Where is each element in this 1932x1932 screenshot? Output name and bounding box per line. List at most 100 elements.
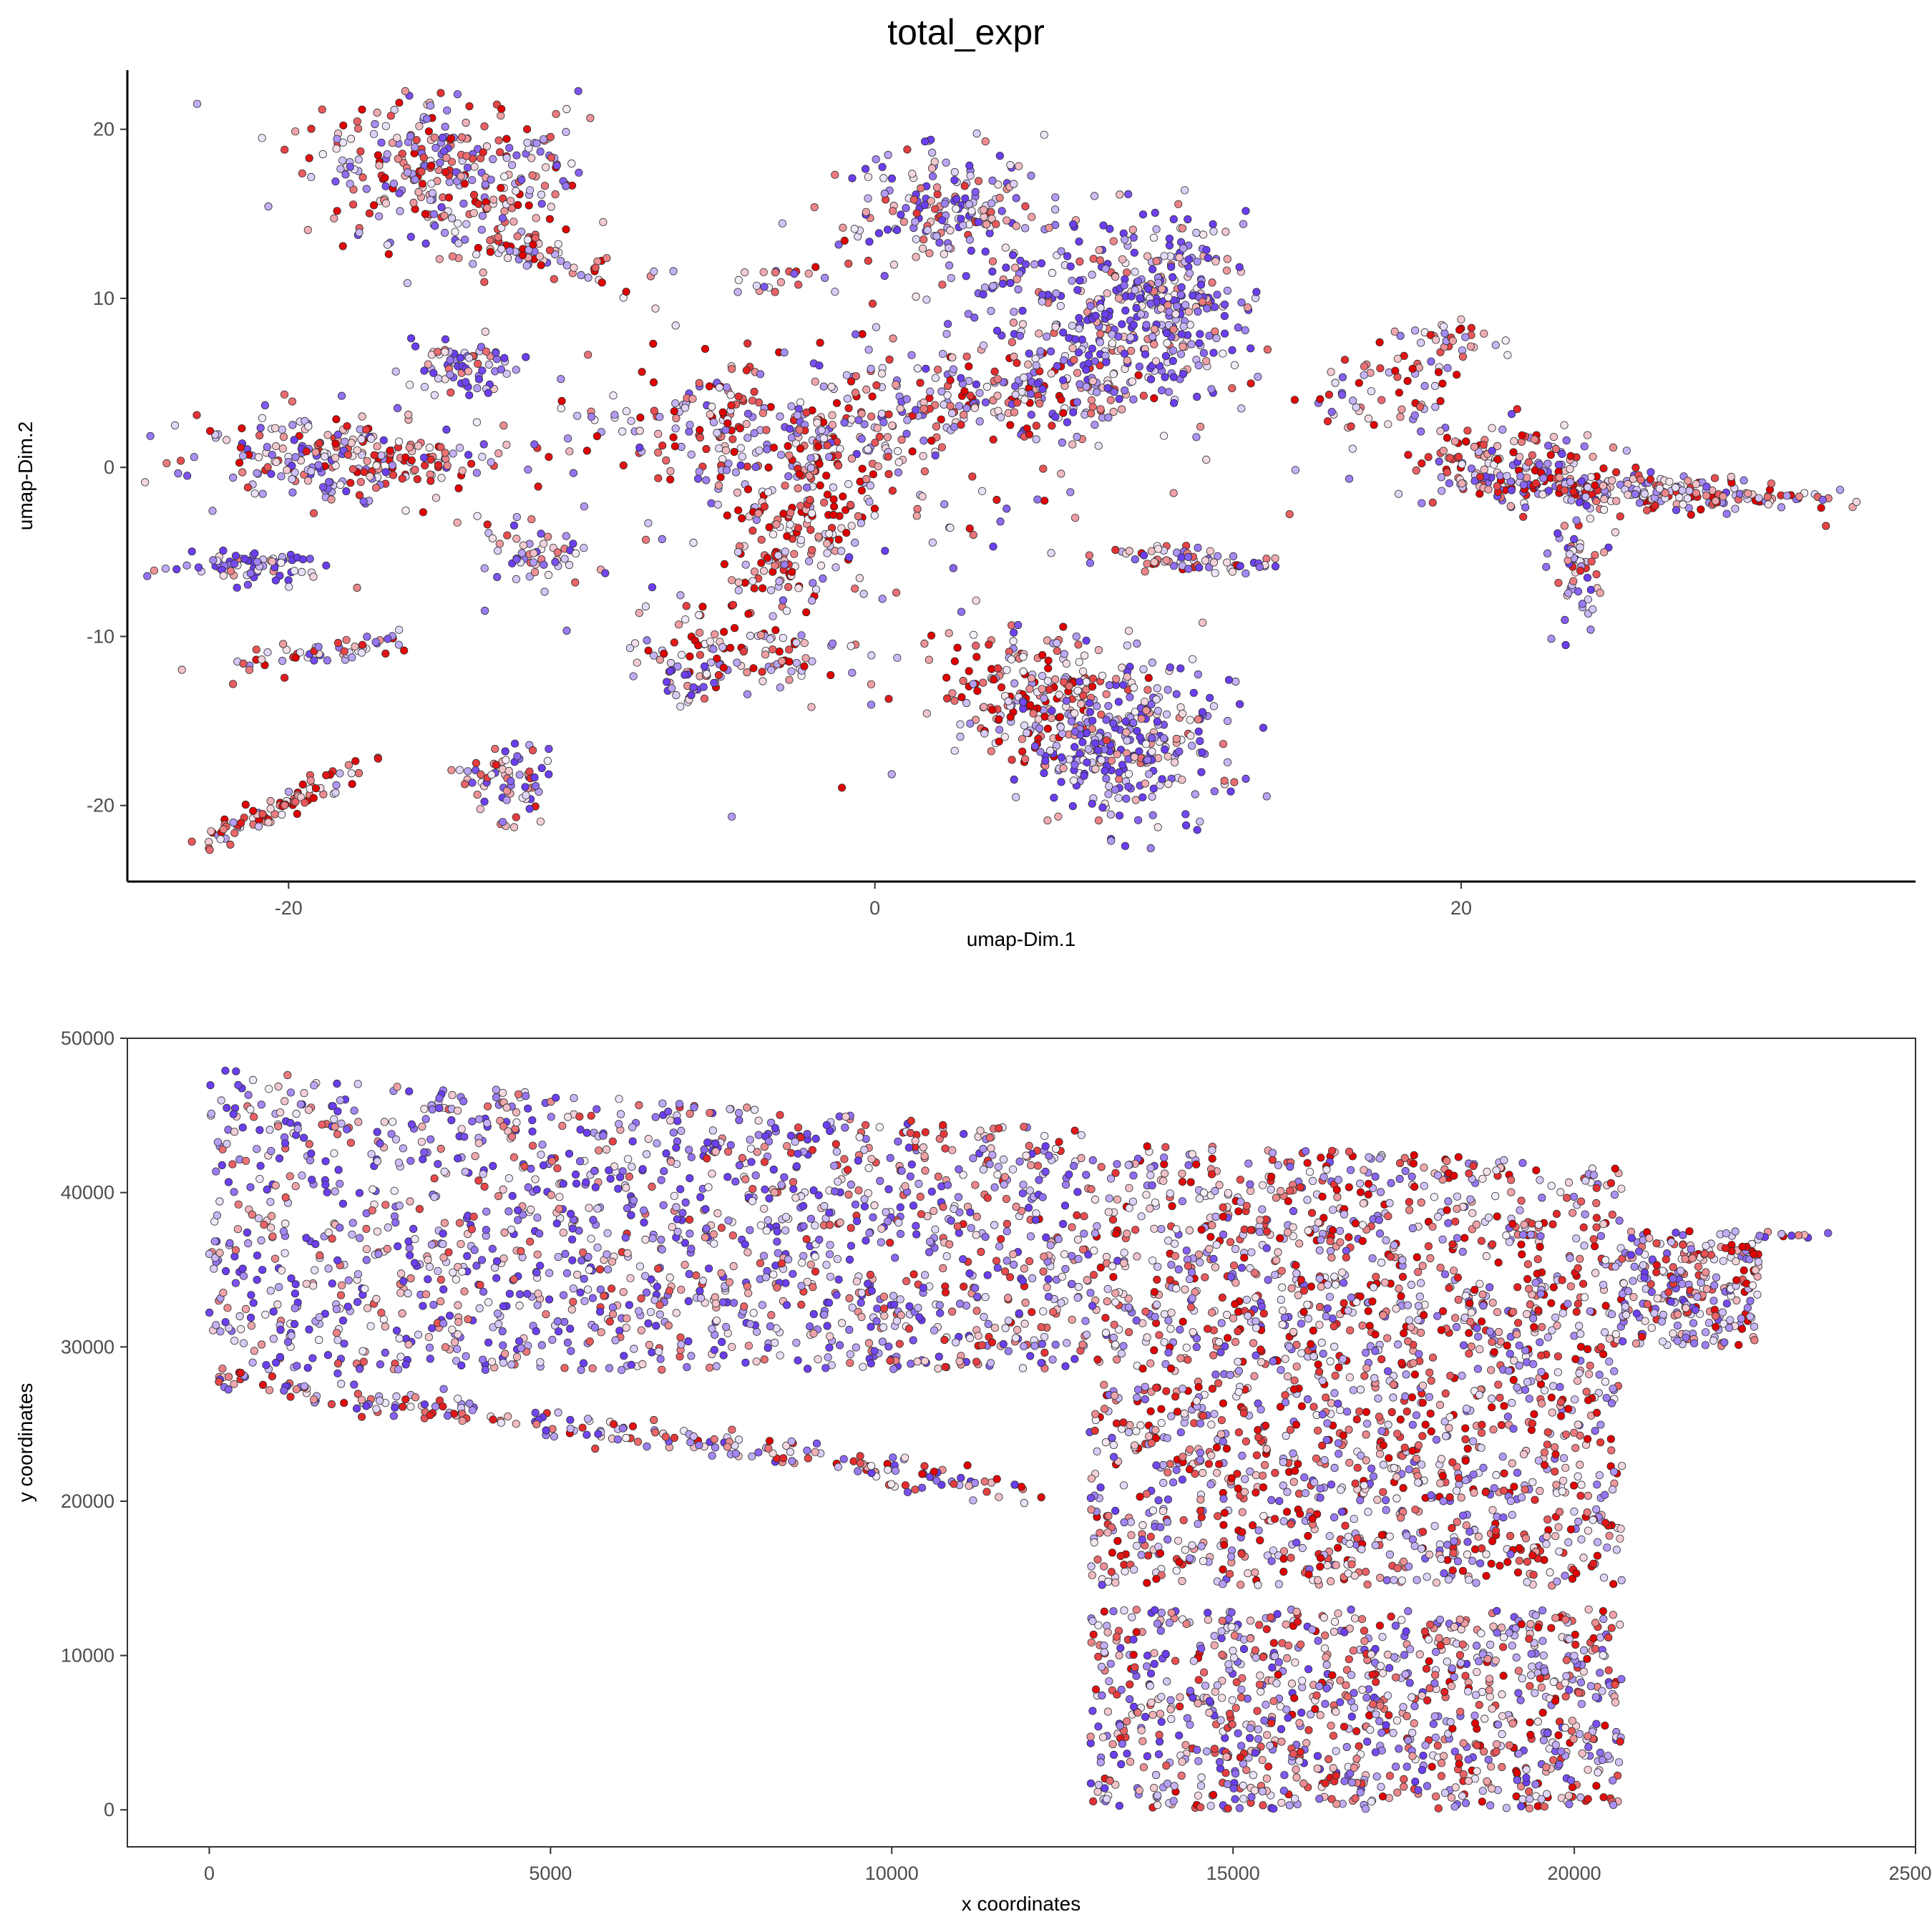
spatial-point [873,1304,882,1313]
umap-point [814,532,823,541]
umap-point [1560,522,1568,530]
umap-point [1702,482,1711,491]
umap-point [1440,329,1449,338]
umap-point [1228,567,1237,576]
spatial-point [238,1264,247,1273]
spatial-point [1020,1264,1029,1273]
umap-point [445,177,454,186]
umap-point [250,549,259,557]
umap-point [1241,774,1250,784]
umap-point [1612,497,1621,505]
umap-point [1199,230,1208,239]
umap-point [411,342,420,351]
spatial-point [464,1315,472,1324]
umap-point [720,560,729,569]
umap-point [409,198,418,207]
umap-point [545,745,553,753]
umap-point [494,449,503,458]
umap-point [1480,329,1488,338]
umap-point [482,347,491,356]
umap-point [1111,786,1120,794]
umap-point [992,326,1002,335]
spatial-point [753,1327,761,1336]
umap-point [1206,693,1214,702]
umap-point [1445,454,1454,462]
umap-point [441,348,449,356]
umap-point [552,161,561,170]
umap-point [430,133,439,142]
umap-point [937,443,947,452]
umap-point [1091,357,1099,366]
umap-point [1091,311,1100,320]
umap-point [1082,366,1091,374]
umap-point [278,810,286,819]
spatial-point [321,1181,330,1189]
umap-point [1338,391,1347,399]
umap-point [1075,276,1084,285]
umap-point [1184,552,1193,562]
umap-point [367,434,376,443]
umap-point [1377,396,1386,404]
umap-point [336,769,344,778]
umap-point [338,138,347,147]
umap-point [1622,447,1631,455]
spatial-point [981,1293,990,1302]
spatial-point [333,1359,343,1368]
umap-point [1091,765,1100,774]
spatial-point [324,1264,333,1273]
umap-point [965,235,975,244]
spatial-point [960,1282,968,1291]
umap-point [1150,340,1158,348]
umap-point [649,378,658,387]
spatial-point [421,1115,430,1123]
umap-point [470,162,479,171]
umap-point [902,204,910,213]
umap-point [844,404,853,413]
spatial-point [308,1176,316,1184]
umap-point [497,245,506,253]
umap-point [808,596,816,605]
umap-point [1112,675,1121,683]
umap-point [945,261,954,270]
umap-point [1121,349,1129,358]
umap-point [1161,373,1169,381]
spatial-point [889,1292,898,1300]
umap-point [698,602,707,611]
umap-point [728,812,736,821]
umap-point [1347,422,1355,431]
spatial-point [512,1108,521,1117]
umap-point [829,495,838,504]
umap-point [1586,514,1594,523]
umap-point [715,444,723,453]
umap-point [920,639,929,648]
spatial-point [588,1364,597,1372]
spatial-point [484,1338,493,1347]
umap-point [680,404,690,412]
umap-point [394,155,402,163]
spatial-point [825,1209,834,1217]
umap-point [618,427,627,436]
umap-point [1018,320,1028,328]
umap-point [883,433,892,441]
umap-point [847,642,855,650]
umap-point [713,500,722,509]
umap-point [919,452,927,460]
spatial-point [419,1155,427,1163]
umap-point [457,172,465,180]
spatial-point [479,1355,487,1364]
umap-point [956,720,965,728]
umap-point [689,683,698,692]
spatial-point [681,1198,690,1207]
umap-point [843,394,852,403]
umap-point [439,147,449,155]
umap-point [1133,277,1142,286]
spatial-point [894,1137,902,1146]
umap-point [1196,330,1204,338]
spatial-point [630,1345,638,1353]
umap-point [763,488,773,497]
spatial-point [884,1342,893,1351]
umap-point [811,377,819,386]
umap-point [865,497,874,506]
umap-point [1085,551,1094,560]
umap-point [1453,371,1461,379]
